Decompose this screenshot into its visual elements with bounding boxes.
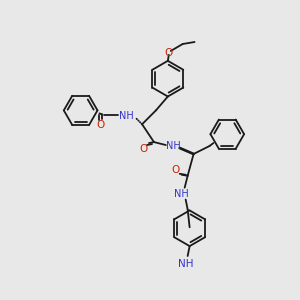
Text: O: O xyxy=(139,144,147,154)
Text: NH: NH xyxy=(167,141,181,151)
Text: NH: NH xyxy=(174,189,189,199)
Text: NH: NH xyxy=(119,111,134,121)
Text: O: O xyxy=(172,165,180,175)
Text: NH: NH xyxy=(178,259,194,269)
Text: O: O xyxy=(165,48,173,58)
Text: O: O xyxy=(96,120,105,130)
